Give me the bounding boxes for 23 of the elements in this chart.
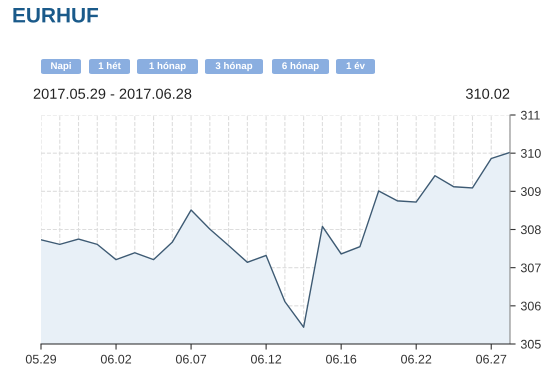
text: 3 hónap <box>216 62 252 72</box>
text: 1 év <box>346 62 365 70</box>
y-tick-label: 308 <box>520 225 541 234</box>
x-tick-label: 06.12 <box>250 354 282 364</box>
x-tick-label: 05.29 <box>26 354 56 364</box>
y-tick-label: 309 <box>520 187 541 196</box>
text: 310.02 <box>466 88 510 99</box>
chart-title: EURHUF <box>13 8 98 23</box>
text: 1 hónap <box>149 62 186 72</box>
chart-subtitle: 2017.05.29 - 2017.06.28 <box>34 88 192 99</box>
x-tick-label: 06.02 <box>100 354 132 364</box>
text: 1 hét <box>98 62 121 70</box>
x-tick-label: 06.16 <box>326 354 356 364</box>
x-tick-label: 06.07 <box>176 354 206 364</box>
y-tick-label: 307 <box>520 263 541 272</box>
text: Napi <box>51 62 71 72</box>
y-tick-label: 310 <box>520 148 541 158</box>
y-tick-label: 306 <box>520 302 541 310</box>
x-tick-label: 06.22 <box>401 354 432 364</box>
x-tick-label: 06.27 <box>476 354 506 364</box>
y-tick-label: 305 <box>520 340 541 349</box>
y-tick-label: 311 <box>520 110 540 120</box>
text: 6 hónap <box>282 62 319 72</box>
